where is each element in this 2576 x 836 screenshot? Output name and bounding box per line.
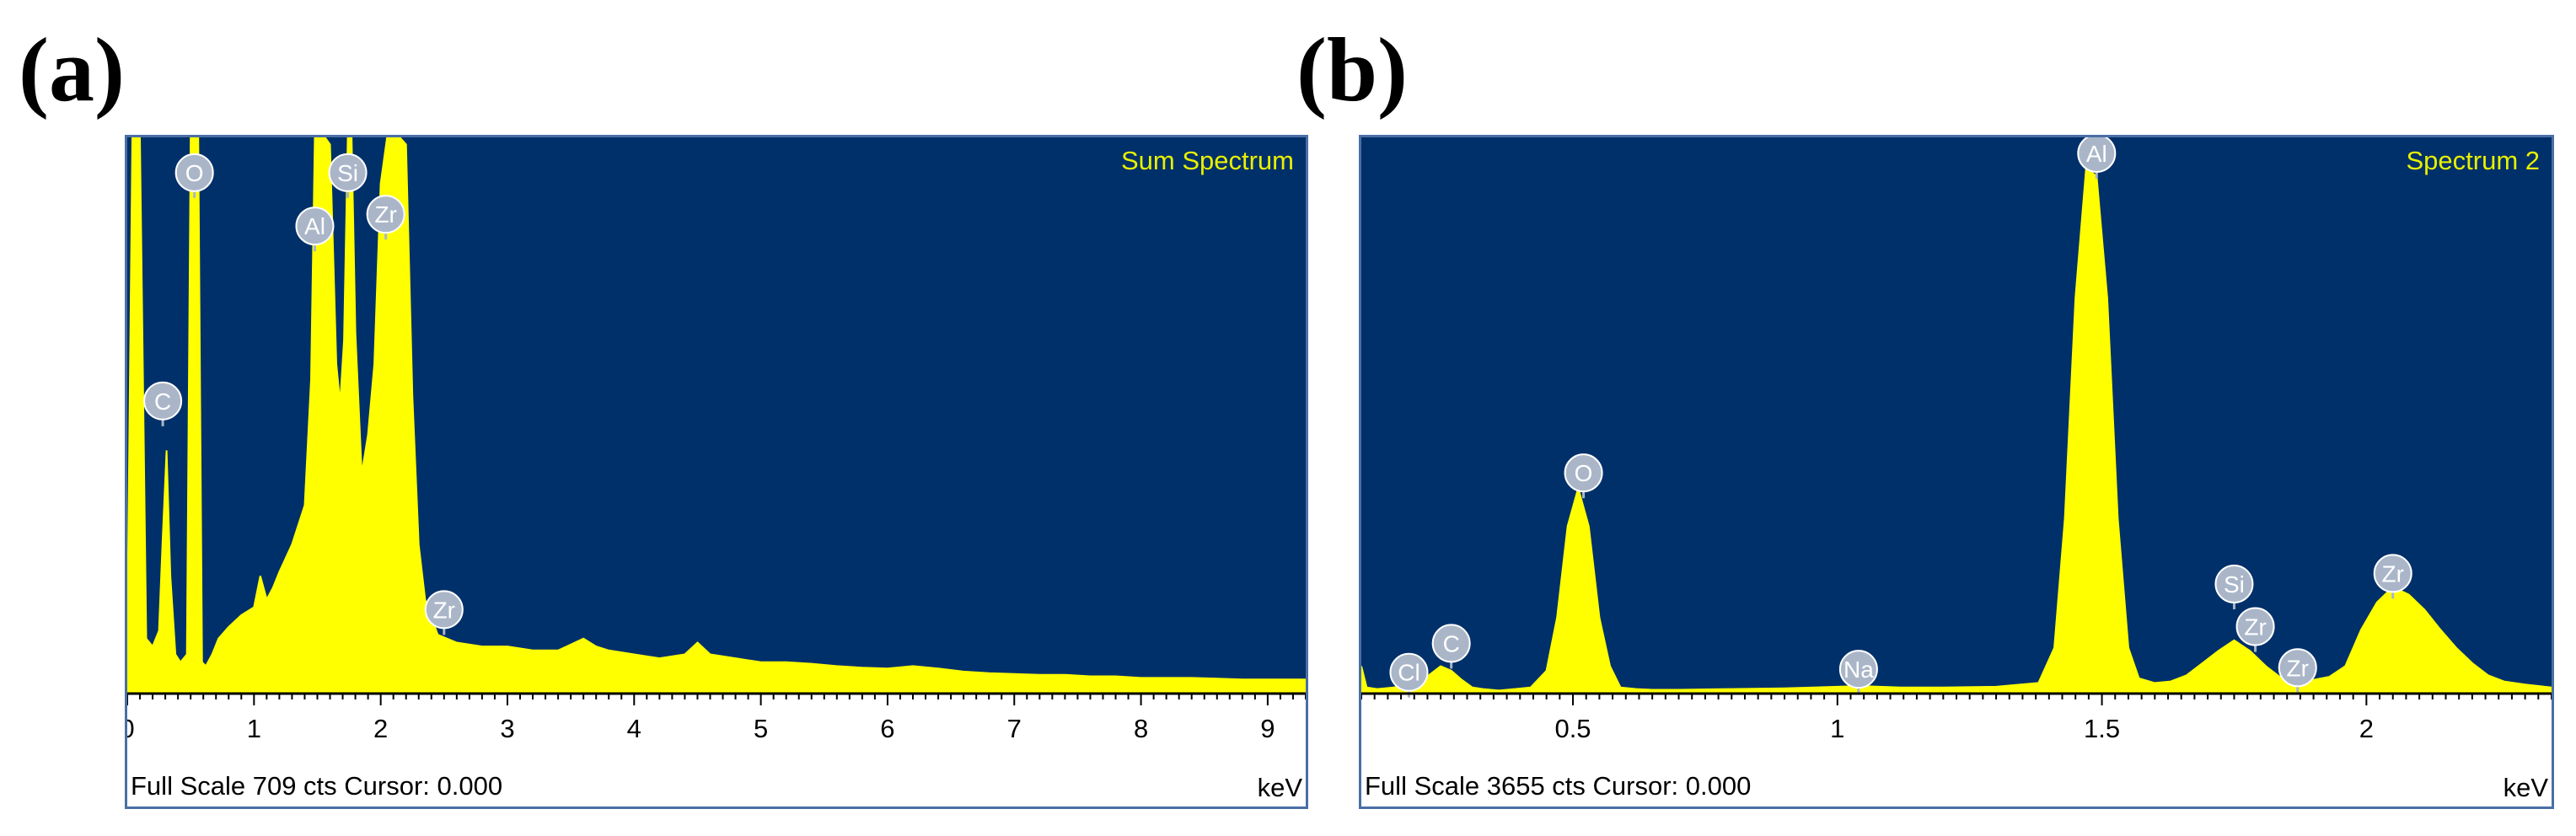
x-tick-label: 9 (1260, 714, 1275, 743)
peak-label-al: Al (295, 206, 335, 252)
spectrum-b-frame: Spectrum 2 Cl C O Na Al Si Zr Zr Zr 0.5 1 1.5 2 keV Fu… (1359, 135, 2554, 809)
x-tick-label: 4 (627, 714, 641, 743)
x-tick-label: 7 (1007, 714, 1022, 743)
peak-label-text: Zr (2287, 655, 2309, 681)
x-axis-unit: keV (2504, 773, 2549, 802)
peak-label-text: Cl (1398, 660, 1419, 686)
spectrum-title: Sum Spectrum (1121, 146, 1294, 175)
peak-label-badge (2278, 648, 2317, 688)
panel-b-letter: (b) (1296, 20, 1408, 121)
spectrum-a-frame: Sum Spectrum O C Al Si Zr Zr 0 1 2 3 4 5 6 7 8 9 keV Full… (125, 135, 1308, 809)
peak-label-badge (2235, 607, 2275, 646)
peak-label-badge (328, 153, 368, 192)
x-tick-label: 2 (373, 714, 388, 743)
peak-label-badge (366, 195, 405, 234)
peak-label-badge (1431, 624, 1471, 663)
x-tick-label: 6 (880, 714, 894, 743)
peak-label-text: Zr (2244, 614, 2266, 640)
peak-label-al: Al (2077, 137, 2117, 179)
peak-label-text: C (154, 389, 171, 415)
spectrum-b-full-scale: Full Scale 3655 cts Cursor: 0.000 (1365, 771, 1752, 801)
x-tick-label: 1 (247, 714, 261, 743)
x-tick-label: 5 (754, 714, 768, 743)
x-tick-label: 3 (500, 714, 514, 743)
peak-label-badge (1564, 453, 1603, 493)
peak-label-text: Si (337, 160, 358, 186)
peak-label-zr: Zr (2373, 554, 2412, 599)
x-tick-label: 2 (2359, 714, 2374, 743)
peak-label-text: Al (2086, 141, 2107, 167)
spectrum-title: Spectrum 2 (2406, 146, 2540, 175)
peak-label-zr: Zr (424, 590, 464, 635)
peak-label-badge (2077, 137, 2117, 173)
peak-label-badge (2214, 564, 2254, 603)
spectrum-a-chart: Sum Spectrum O C Al Si Zr Zr 0 1 2 3 4 5 6 7 8 9 keV (127, 137, 1306, 802)
x-axis-unit: keV (1258, 773, 1303, 802)
peak-label-zr: Zr (2278, 648, 2317, 694)
peak-label-badge (174, 153, 214, 192)
peak-label-si: Si (2214, 564, 2254, 609)
peak-label-c: C (1431, 624, 1471, 669)
spectrum-b-chart: Spectrum 2 Cl C O Na Al Si Zr Zr Zr 0.5 1 1.5 2 keV (1361, 137, 2552, 802)
peak-label-badge (424, 590, 464, 630)
peak-label-si: Si (328, 153, 368, 198)
spectrum-a-full-scale: Full Scale 709 cts Cursor: 0.000 (131, 771, 503, 801)
panel-a-letter: (a) (19, 20, 125, 121)
peak-label-c: C (143, 381, 183, 426)
peak-label-text: O (185, 160, 204, 186)
peak-label-badge (1389, 652, 1429, 692)
x-tick-label: 8 (1134, 714, 1148, 743)
peak-label-text: O (1575, 460, 1593, 486)
x-tick-label: 1.5 (2084, 714, 2120, 743)
peak-label-na: Na (1838, 650, 1878, 695)
peak-label-zr: Zr (2235, 607, 2275, 652)
x-tick-label: 0.5 (1554, 714, 1591, 743)
peak-label-badge (143, 381, 183, 421)
peak-label-text: Na (1843, 656, 1874, 683)
spectrum-area (127, 137, 1306, 694)
peak-label-zr: Zr (366, 195, 405, 240)
peak-label-badge (1838, 650, 1878, 689)
peak-label-text: Zr (433, 597, 455, 623)
x-tick-label: 0 (127, 714, 135, 743)
peak-label-text: C (1443, 630, 1460, 656)
peak-label-badge (295, 206, 335, 246)
peak-label-text: Zr (2382, 560, 2404, 587)
peak-label-badge (2373, 554, 2412, 593)
peak-label-o: O (1564, 453, 1603, 499)
spectrum-area (1361, 167, 2552, 694)
peak-label-o: O (174, 153, 214, 198)
peak-label-text: Al (304, 213, 325, 239)
x-tick-label: 1 (1830, 714, 1844, 743)
peak-label-text: Si (2224, 571, 2245, 598)
peak-label-text: Zr (374, 201, 396, 228)
